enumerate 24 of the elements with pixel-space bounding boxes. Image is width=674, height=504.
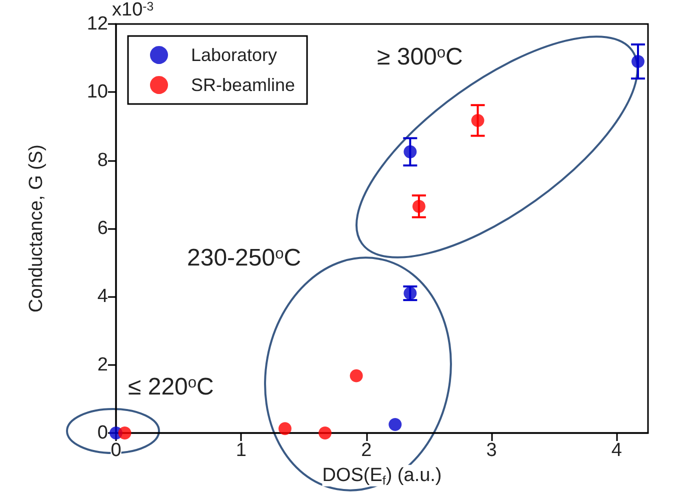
- y-tick-label: 8: [97, 150, 108, 171]
- legend-label: SR-beamline: [191, 75, 296, 95]
- point: [412, 200, 426, 213]
- point: [350, 369, 363, 382]
- point: [318, 426, 332, 440]
- y-tick-label: 12: [86, 14, 108, 34]
- point: [404, 145, 417, 158]
- x-tick-label: 0: [110, 440, 122, 461]
- x-tick-label: 1: [236, 440, 246, 461]
- point: [632, 54, 644, 68]
- point: [471, 114, 484, 127]
- x-tick-label: 4: [611, 440, 622, 461]
- y-tick-label: 2: [97, 354, 108, 376]
- y-tick-label: 0: [97, 422, 108, 444]
- y-tick-label: 10: [86, 82, 108, 103]
- point: [388, 418, 402, 431]
- legend-label: Laboratory: [191, 45, 278, 65]
- y-tick-label: 4: [97, 286, 108, 308]
- point: [118, 426, 132, 440]
- x-tick-label: 3: [486, 440, 497, 461]
- y-axis-title: Conductance, G (S): [26, 144, 47, 312]
- x-tick-label: 2: [361, 440, 372, 461]
- point: [278, 422, 292, 436]
- y-tick-label: 6: [97, 218, 108, 239]
